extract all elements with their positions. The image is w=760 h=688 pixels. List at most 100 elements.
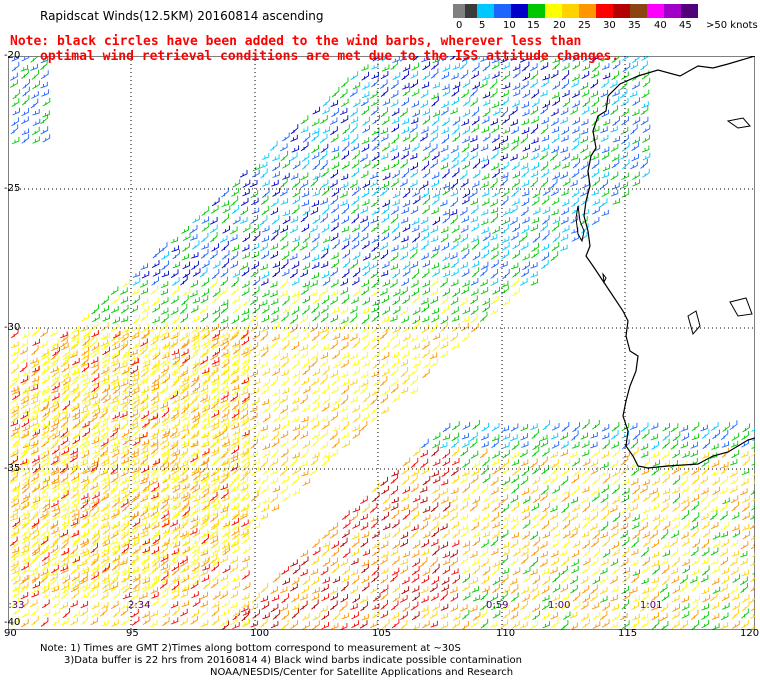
wind-barb [220, 330, 228, 338]
wind-barb [351, 296, 359, 304]
wind-barb [10, 408, 19, 418]
wind-barb [371, 207, 380, 216]
wind-barb [120, 447, 128, 455]
wind-barb [50, 526, 59, 535]
wind-barb [352, 413, 361, 423]
wind-barb [370, 620, 378, 628]
wind-barb [582, 97, 590, 108]
wind-barb [631, 573, 639, 584]
wind-barb [31, 406, 39, 414]
wind-barb [449, 495, 458, 504]
wind-barb [280, 225, 288, 234]
wind-barb [432, 476, 441, 484]
wind-barb [621, 620, 630, 629]
wind-barb [192, 495, 201, 503]
wind-barb [520, 133, 528, 144]
wind-barb [361, 314, 370, 325]
wind-barb [332, 576, 341, 584]
wind-barb [312, 394, 320, 405]
wind-barb [132, 518, 141, 528]
wind-barb [82, 553, 90, 564]
wind-barb [502, 62, 510, 70]
wind-barb [451, 87, 459, 97]
wind-barb [252, 169, 260, 178]
wind-barb [331, 87, 340, 98]
wind-barb [501, 224, 509, 235]
wind-barb [521, 167, 529, 178]
wind-barb [470, 216, 478, 223]
wind-barb [130, 591, 139, 600]
wind-barb [352, 267, 361, 278]
wind-barb [272, 225, 280, 235]
wind-barb [90, 345, 99, 355]
wind-barb [59, 491, 68, 502]
wind-barb [520, 548, 529, 557]
wind-barb [330, 340, 338, 350]
wind-barb [680, 485, 689, 494]
wind-barb [440, 621, 449, 630]
wind-barb [390, 79, 399, 90]
wind-barb [701, 603, 710, 611]
wind-barb [380, 133, 389, 142]
wind-barb [450, 159, 459, 169]
wind-barb [432, 485, 440, 495]
wind-barb [72, 357, 80, 366]
wind-barb [230, 602, 238, 609]
wind-barb [22, 407, 31, 415]
wind-barb [62, 413, 70, 420]
wind-barb [701, 619, 710, 629]
wind-barb [41, 552, 50, 562]
wind-barb [422, 475, 431, 486]
wind-barb [170, 440, 179, 447]
wind-barb [421, 349, 430, 359]
wind-barb [190, 507, 198, 517]
wind-barb [170, 409, 179, 420]
wind-barb [742, 456, 750, 467]
wind-barb [712, 477, 720, 486]
wind-barb [220, 395, 229, 404]
wind-barb [591, 216, 600, 225]
wind-barb [340, 173, 349, 181]
wind-barb [540, 56, 548, 63]
wind-barb [140, 530, 149, 538]
wind-barb [292, 195, 300, 205]
wind-barb [129, 526, 138, 535]
wind-barb [171, 591, 180, 600]
wind-barb [360, 601, 368, 612]
wind-barb [190, 500, 199, 510]
wind-barb [181, 338, 190, 348]
wind-barb [231, 536, 239, 547]
wind-barb [411, 585, 420, 593]
wind-barb [742, 423, 750, 433]
wind-barb [91, 553, 100, 564]
wind-barb [351, 548, 359, 557]
wind-barb [222, 463, 230, 473]
wind-barb [91, 365, 99, 375]
wind-barb [412, 359, 421, 368]
wind-barb [40, 536, 49, 546]
wind-barb [260, 424, 268, 432]
wind-barb [230, 455, 238, 463]
wind-barb [402, 64, 411, 72]
wind-barb [329, 529, 338, 539]
wind-barb [270, 230, 279, 241]
wind-barb [511, 179, 520, 188]
wind-barb [300, 448, 309, 459]
wind-barb [331, 188, 340, 197]
wind-barb [480, 261, 489, 271]
wind-barb [31, 389, 40, 397]
wind-barb [361, 189, 370, 198]
wind-barb [370, 585, 378, 594]
wind-barb [172, 484, 181, 493]
wind-barb [449, 504, 458, 513]
wind-barb [640, 451, 649, 458]
wind-barb [601, 450, 609, 459]
wind-barb [359, 620, 368, 629]
wind-barb [32, 483, 40, 492]
wind-barb [380, 574, 388, 584]
wind-barb [371, 339, 380, 350]
wind-barb [732, 620, 740, 629]
wind-barb [170, 493, 178, 501]
wind-barb [91, 437, 100, 445]
wind-barb [101, 508, 110, 517]
